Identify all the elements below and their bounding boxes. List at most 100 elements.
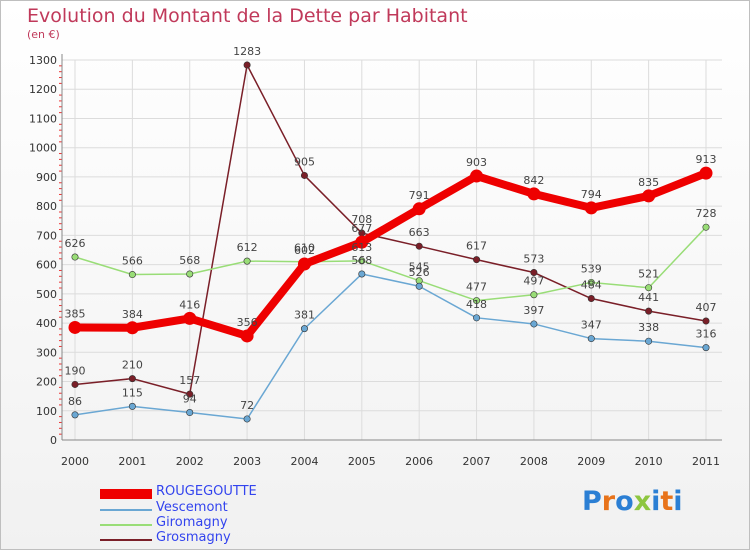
data-point: [297, 257, 311, 271]
x-tick-label: 2002: [176, 455, 204, 468]
data-point: [412, 202, 426, 216]
logo-letter: i: [673, 486, 683, 517]
data-label: 791: [409, 189, 430, 202]
data-label: 497: [523, 275, 544, 288]
series-line-grosmagny: [74, 64, 707, 395]
legend-swatch: [100, 524, 152, 526]
data-label: 566: [122, 255, 143, 268]
x-tick-label: 2009: [577, 455, 605, 468]
legend-label: Vescemont: [156, 500, 228, 515]
data-labels: 190 210 157 1283 905 708 663 617 573 484 441 407 626…: [65, 45, 717, 412]
axes: 0 100 200 300 400 500 600 700 800 900 1000 1100 1200…: [29, 54, 722, 468]
data-point: [530, 291, 538, 299]
data-label: 72: [240, 399, 254, 412]
data-label: 842: [523, 174, 544, 187]
data-label: 573: [523, 253, 544, 266]
y-tick-label: 500: [36, 288, 57, 301]
data-label: 94: [183, 393, 197, 406]
data-point: [243, 415, 251, 423]
logo-letter: P: [582, 486, 602, 517]
data-point: [358, 270, 366, 278]
data-label: 626: [65, 237, 86, 250]
data-point: [300, 171, 308, 179]
y-tick-label: 1000: [29, 142, 57, 155]
data-point: [128, 271, 136, 279]
data-point: [71, 380, 79, 388]
y-tick-label: 100: [36, 405, 57, 418]
logo-letter: r: [601, 486, 616, 517]
legend-swatch: [100, 489, 152, 499]
logo-letter: t: [660, 486, 674, 517]
data-label: 903: [466, 156, 487, 169]
data-label: 521: [638, 268, 659, 281]
data-label: 677: [351, 222, 372, 235]
logo-letter: o: [615, 486, 634, 517]
data-label: 210: [122, 359, 143, 372]
x-tick-label: 2000: [61, 455, 89, 468]
data-label: 385: [65, 307, 86, 320]
data-label: 708: [351, 213, 372, 226]
data-point: [645, 284, 653, 292]
data-point: [71, 411, 79, 419]
y-tick-label: 300: [36, 346, 57, 359]
data-point: [243, 61, 251, 69]
data-point: [186, 390, 194, 398]
data-label: 539: [581, 262, 602, 275]
chart-unit-label: (en €): [27, 28, 60, 41]
chart-title: Evolution du Montant de la Dette par Hab…: [27, 5, 468, 27]
y-tick-label: 600: [36, 259, 57, 272]
data-label: 568: [351, 254, 372, 267]
data-point: [645, 307, 653, 315]
data-label: 613: [351, 241, 372, 254]
data-label: 157: [179, 374, 200, 387]
data-label: 794: [581, 188, 602, 201]
data-point: [702, 223, 710, 231]
y-tick-label: 1200: [29, 83, 57, 96]
y-tick-label: 900: [36, 171, 57, 184]
data-point: [186, 270, 194, 278]
data-point: [128, 375, 136, 383]
data-point: [415, 282, 423, 290]
y-tick-label: 400: [36, 317, 57, 330]
x-tick-label: 2001: [118, 455, 146, 468]
x-tick-label: 2010: [635, 455, 663, 468]
x-tick-label: 2011: [692, 455, 720, 468]
data-point: [584, 201, 598, 215]
data-point: [699, 166, 713, 180]
proxiti-logo: Proxiti: [582, 486, 683, 517]
legend-swatch: [100, 509, 152, 511]
data-point: [587, 278, 595, 286]
legend-label: Giromagny: [156, 515, 228, 530]
data-label: 441: [638, 291, 659, 304]
data-point: [183, 311, 197, 325]
data-label: 356: [237, 316, 258, 329]
x-tick-label: 2006: [405, 455, 433, 468]
data-point: [125, 321, 139, 335]
data-label: 347: [581, 319, 602, 332]
data-label: 545: [409, 261, 430, 274]
data-label: 418: [466, 298, 487, 311]
data-point: [415, 242, 423, 250]
data-label: 617: [466, 240, 487, 253]
x-tick-label: 2003: [233, 455, 261, 468]
data-point: [473, 297, 481, 305]
data-label: 568: [179, 254, 200, 267]
data-point: [587, 295, 595, 303]
data-label: 602: [294, 244, 315, 257]
data-label: 612: [237, 241, 258, 254]
data-label: 1283: [233, 45, 261, 58]
grid-lines: [62, 59, 722, 441]
data-point: [530, 320, 538, 328]
data-point: [702, 344, 710, 352]
data-point: [68, 320, 82, 334]
data-point: [587, 335, 595, 343]
data-point: [300, 325, 308, 333]
y-tick-label: 1300: [29, 54, 57, 67]
series-layer: [68, 61, 713, 423]
data-label: 316: [696, 328, 717, 341]
data-label: 407: [696, 301, 717, 314]
data-point: [358, 257, 366, 265]
legend-label: Grosmagny: [156, 530, 231, 545]
data-label: 835: [638, 176, 659, 189]
